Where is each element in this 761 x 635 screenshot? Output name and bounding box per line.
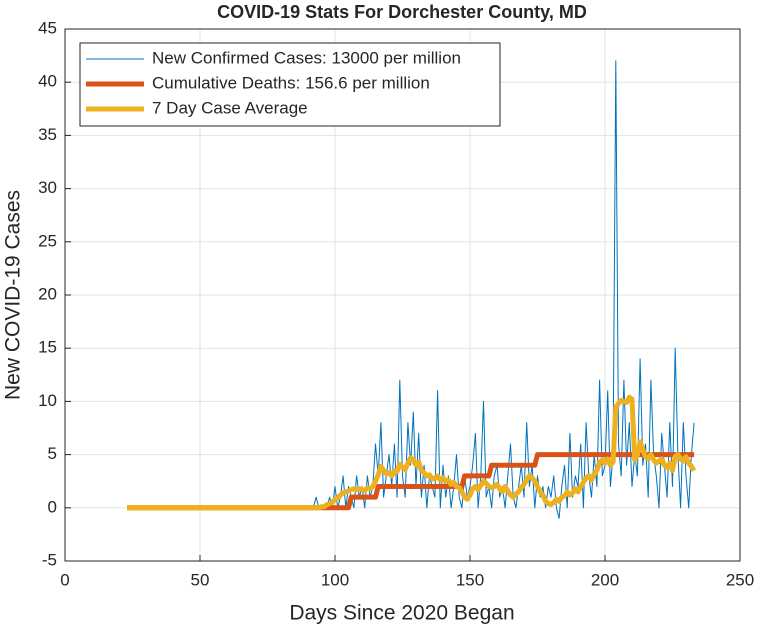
y-tick-label: 40 — [38, 72, 57, 91]
y-tick-label: 20 — [38, 284, 57, 303]
data-line — [127, 452, 695, 511]
x-tick-label: 200 — [591, 570, 619, 589]
y-tick-label: 5 — [48, 444, 57, 463]
x-tick-label: 50 — [191, 570, 210, 589]
y-tick-label: 35 — [38, 125, 57, 144]
y-tick-label: 30 — [38, 178, 57, 197]
chart-title: COVID-19 Stats For Dorchester County, MD — [217, 2, 587, 22]
axes-box — [64, 28, 741, 562]
x-tick-label: 0 — [60, 570, 69, 589]
x-axis-label: Days Since 2020 Began — [289, 602, 514, 625]
x-tick-label: 100 — [321, 570, 349, 589]
x-tick-label: 150 — [456, 570, 484, 589]
legend-label: 7 Day Case Average — [152, 98, 308, 117]
y-tick-label: 25 — [38, 231, 57, 250]
y-tick-label: -5 — [42, 550, 57, 569]
y-tick-label: 10 — [38, 391, 57, 410]
legend-label: Cumulative Deaths: 156.6 per million — [152, 73, 430, 92]
y-tick-label: 45 — [38, 18, 57, 37]
data-line — [127, 394, 697, 511]
legend-box — [79, 42, 501, 127]
y-axis-label: New COVID-19 Cases — [2, 190, 25, 400]
y-tick-label: 15 — [38, 338, 57, 357]
legend-label: New Confirmed Cases: 13000 per million — [152, 48, 461, 67]
y-tick-label: 0 — [48, 497, 57, 516]
x-tick-label: 250 — [726, 570, 754, 589]
